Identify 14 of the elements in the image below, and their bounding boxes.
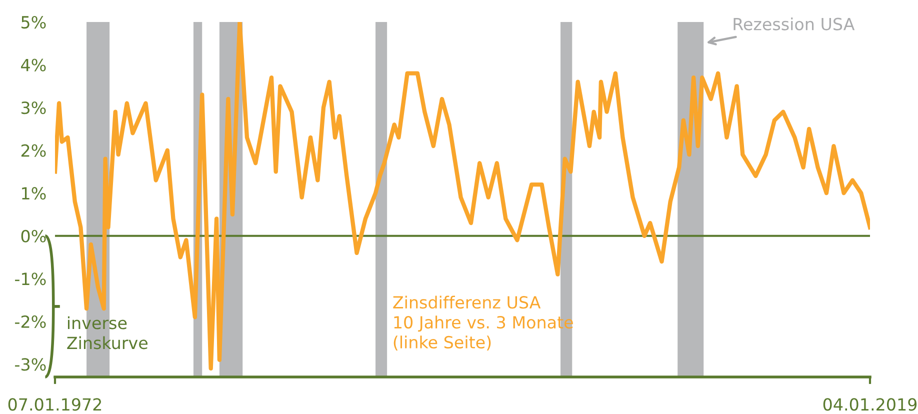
y-tick-label: 2% bbox=[21, 144, 46, 157]
x-tick-label: 04.01.2019 bbox=[823, 398, 917, 411]
x-tick-label: 07.01.1972 bbox=[8, 398, 102, 411]
series-label: Zinsdifferenz USA 10 Jahre vs. 3 Monate (linke Seite) bbox=[393, 296, 573, 350]
y-tick-label: -2% bbox=[15, 315, 46, 328]
band-label: Rezession USA bbox=[734, 17, 855, 30]
y-tick-label: 3% bbox=[21, 102, 46, 114]
y-tick-label: -3% bbox=[15, 358, 46, 371]
y-tick-label: -1% bbox=[15, 272, 46, 286]
y-tick-label: 1% bbox=[22, 187, 46, 200]
y-tick-label: 4% bbox=[21, 58, 46, 72]
y-tick-label: 5% bbox=[22, 16, 46, 29]
annotation: inverse Zinskurve bbox=[67, 316, 148, 350]
y-tick-label: 0% bbox=[21, 230, 46, 242]
